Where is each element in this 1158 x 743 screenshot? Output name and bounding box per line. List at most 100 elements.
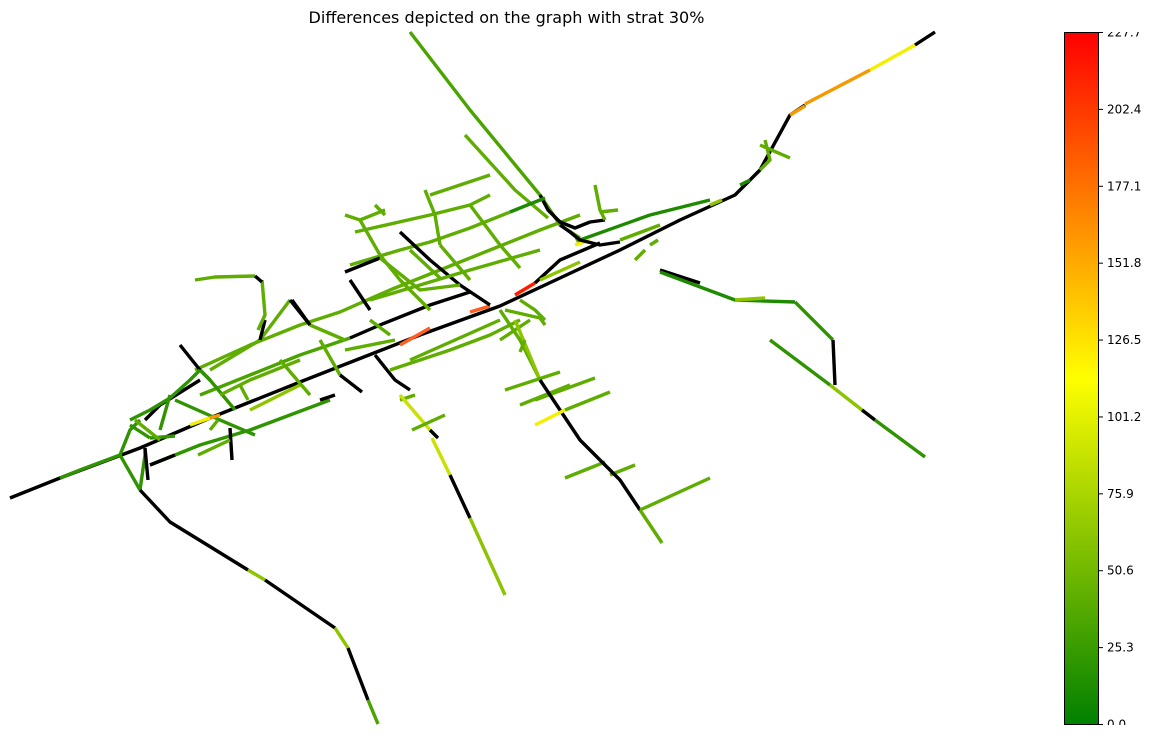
road-edge	[129, 423, 151, 440]
road-edge	[349, 210, 511, 267]
road-edge	[430, 437, 452, 476]
road-edge	[734, 296, 766, 302]
colorbar-tick-label: 101.2	[1107, 410, 1141, 424]
road-edge	[348, 279, 372, 311]
road-edge	[619, 223, 661, 242]
road-edge	[368, 318, 392, 337]
road-edge	[344, 208, 386, 222]
colorbar-tick-label: 0.0	[1107, 718, 1126, 726]
road-edge	[149, 398, 331, 467]
road-edge	[831, 339, 837, 386]
road-edge	[398, 230, 491, 307]
colorbar-tick-label: 75.9	[1107, 487, 1134, 501]
road-edge	[534, 376, 596, 402]
road-edge	[538, 194, 606, 230]
road-edge	[149, 434, 176, 440]
road-edge	[149, 453, 176, 467]
road-edge	[59, 453, 121, 480]
road-edge	[408, 248, 442, 280]
road-edge	[228, 427, 234, 461]
road-edge	[448, 474, 472, 519]
road-edge	[789, 104, 806, 117]
road-edge	[158, 394, 172, 431]
road-edge	[804, 68, 871, 106]
road-edge	[199, 336, 351, 397]
road-edge	[333, 627, 350, 649]
road-edge	[438, 243, 472, 282]
road-edge	[463, 133, 550, 220]
road-edge	[208, 418, 220, 432]
road-edge	[373, 203, 387, 217]
road-edge	[513, 319, 542, 381]
road-edge	[197, 438, 231, 457]
road-edge	[318, 339, 342, 376]
road-edge	[504, 308, 547, 326]
road-edge	[518, 339, 527, 353]
road-edge	[514, 281, 536, 297]
road-edge	[118, 454, 142, 491]
road-edge	[138, 488, 249, 572]
road-edge	[468, 517, 507, 596]
road-edge	[369, 248, 541, 302]
road-edge	[593, 184, 607, 221]
road-edge	[344, 338, 396, 352]
road-edge	[247, 568, 266, 582]
colorbar-tick-label: 177.1	[1107, 179, 1141, 193]
road-edge	[860, 408, 877, 422]
road-edge	[828, 383, 864, 412]
road-edge	[914, 30, 936, 47]
road-edge	[344, 256, 381, 274]
road-edge	[538, 379, 602, 462]
road-edge	[638, 509, 664, 544]
road-edge	[409, 318, 501, 362]
road-edge	[264, 578, 336, 630]
road-edge	[758, 139, 772, 172]
road-edge	[349, 290, 471, 340]
road-edge	[194, 274, 256, 282]
road-edge	[174, 398, 256, 437]
road-edge	[599, 208, 619, 214]
road-edge	[253, 274, 264, 284]
road-edge	[428, 428, 440, 440]
road-edge	[564, 390, 611, 412]
road-edge	[9, 103, 806, 500]
road-edge	[389, 318, 521, 372]
road-edge	[411, 413, 446, 432]
road-edge	[378, 256, 461, 292]
road-edge	[143, 447, 150, 481]
road-edge	[504, 370, 561, 392]
road-edge	[366, 699, 380, 725]
road-edge	[256, 279, 267, 331]
road-edge	[429, 173, 491, 197]
road-edge	[759, 143, 791, 160]
colorbar: 227.7 202.4 177.1 151.8 126.5 101.2 75.9 50.6 25…	[1064, 32, 1141, 726]
road-edge	[346, 647, 370, 701]
road-edge	[358, 219, 432, 312]
road-edge	[793, 300, 835, 342]
road-edge	[198, 368, 237, 412]
road-edge	[319, 393, 336, 402]
road-edge	[408, 30, 581, 240]
colorbar-tick-label: 25.3	[1107, 641, 1134, 655]
road-edge	[278, 358, 312, 397]
road-edge	[194, 213, 581, 372]
road-edge	[533, 241, 601, 285]
road-edge	[579, 198, 711, 242]
road-edge	[258, 319, 267, 341]
road-edge	[659, 268, 701, 285]
road-edge	[539, 260, 581, 282]
colorbar-tick-label: 151.8	[1107, 256, 1141, 270]
colorbar-gradient	[1064, 32, 1099, 725]
road-edge	[469, 304, 491, 314]
road-edge	[133, 418, 162, 442]
colorbar-tick-label: 50.6	[1107, 564, 1134, 578]
road-edge	[869, 43, 916, 72]
road-edge	[534, 408, 566, 427]
road-edge	[739, 178, 751, 187]
road-edge	[354, 193, 491, 234]
road-edge	[598, 458, 642, 511]
road-edge	[559, 223, 621, 247]
road-edge	[189, 416, 211, 427]
road-edge	[288, 298, 312, 327]
road-edge	[309, 323, 346, 342]
